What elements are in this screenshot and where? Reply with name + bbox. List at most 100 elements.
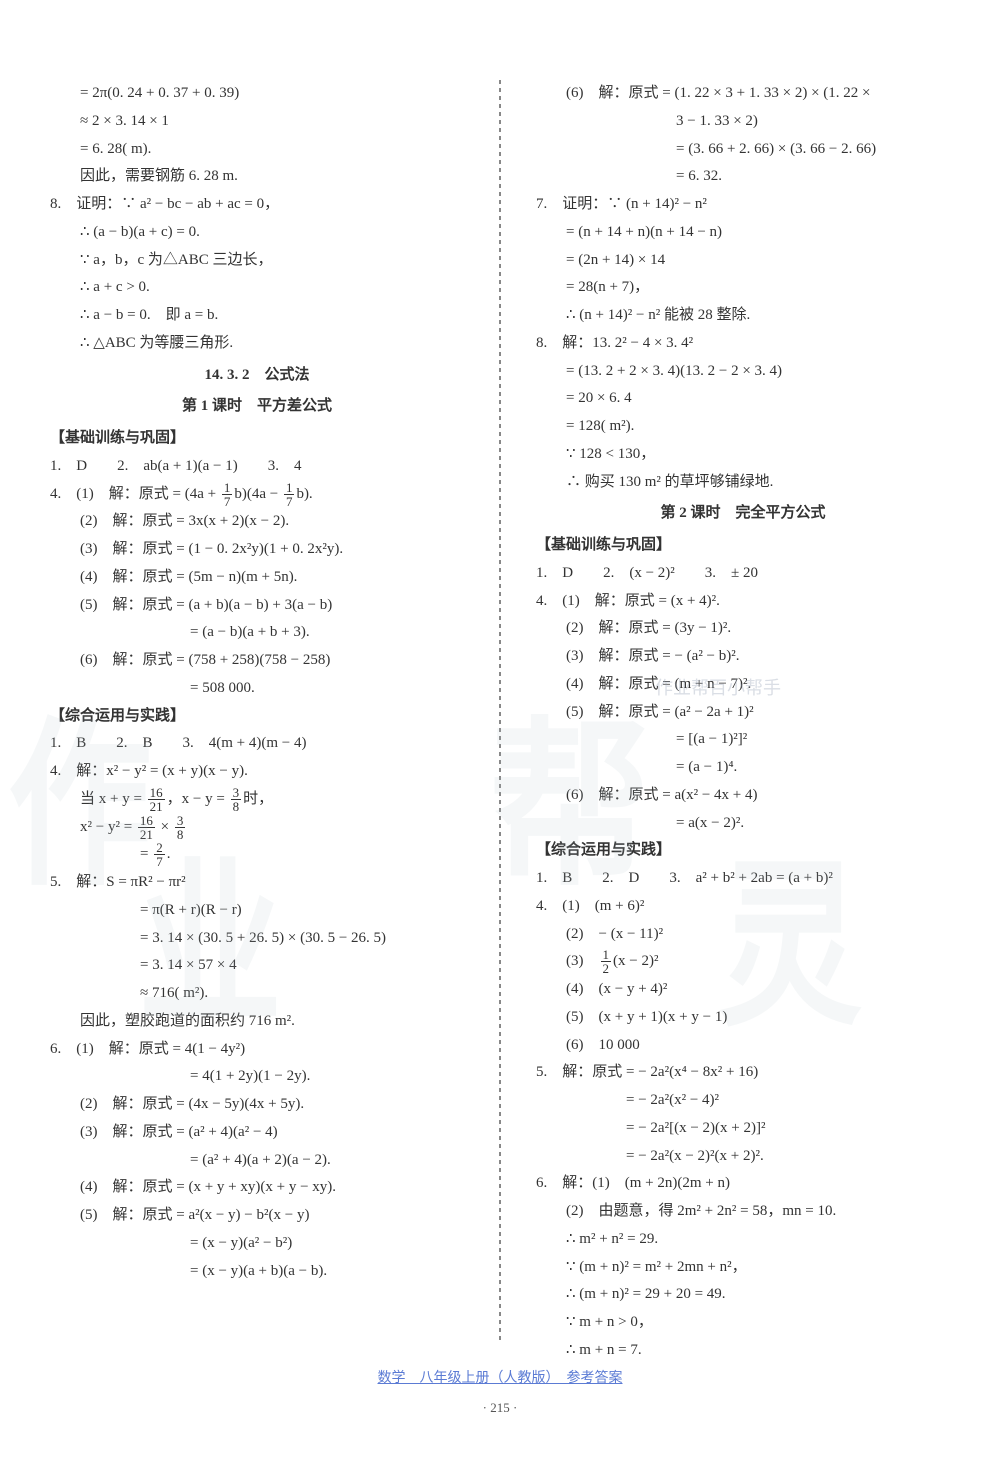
math-line: (6) 解：原式 = (758 + 258)(758 − 258) [50, 647, 464, 675]
text: . [167, 846, 171, 862]
text: b)(4a − [234, 486, 282, 502]
math-line: ∵ (m + n)² = m² + 2mn + n²， [536, 1254, 950, 1282]
math-line: (5) (x + y + 1)(x + y − 1) [536, 1004, 950, 1032]
math-line: = a(x − 2)². [536, 810, 950, 838]
fraction: 38 [231, 786, 242, 813]
math-line: = (x − y)(a² − b²) [50, 1230, 464, 1258]
math-line: (2) 解：原式 = 3x(x + 2)(x − 2). [50, 508, 464, 536]
answer-line: 1. D 2. (x − 2)² 3. ± 20 [536, 560, 950, 588]
subsection-title: 【综合运用与实践】 [536, 837, 950, 865]
math-line: 4. (1) 解：原式 = (x + 4)². [536, 588, 950, 616]
math-line: ∴ a − b = 0. 即 a = b. [50, 302, 464, 330]
math-line: (3) 12(x − 2)² [536, 948, 950, 976]
text-line: 因此，塑胶跑道的面积约 716 m². [50, 1008, 464, 1036]
fraction: 38 [175, 814, 186, 841]
fraction: 27 [154, 841, 165, 868]
math-line: = 28(n + 7)， [536, 274, 950, 302]
math-line: (5) 解：原式 = (a² − 2a + 1)² [536, 699, 950, 727]
math-line: 8. 证明：∵ a² − bc − ab + ac = 0， [50, 191, 464, 219]
math-line: ∴ (n + 14)² − n² 能被 28 整除. [536, 302, 950, 330]
text: × [157, 819, 173, 835]
math-line: = 3. 14 × 57 × 4 [50, 952, 464, 980]
math-line: (4) 解：原式 = (x + y + xy)(x + y − xy). [50, 1174, 464, 1202]
math-line: = [(a − 1)²]² [536, 726, 950, 754]
math-line: (4) 解：原式 = (m + n − 7)². [536, 671, 950, 699]
math-line: = (n + 14 + n)(n + 14 − n) [536, 219, 950, 247]
math-line: = (3. 66 + 2. 66) × (3. 66 − 2. 66) [536, 136, 950, 164]
math-line: (2) 解：原式 = (3y − 1)². [536, 615, 950, 643]
math-line: ∵ a，b，c 为△ABC 三边长， [50, 247, 464, 275]
math-line: ∴ m + n = 7. [536, 1337, 950, 1365]
fraction: 1621 [148, 786, 165, 813]
math-line: ∴ (m + n)² = 29 + 20 = 49. [536, 1281, 950, 1309]
math-line: = (a² + 4)(a + 2)(a − 2). [50, 1147, 464, 1175]
fraction: 1621 [138, 814, 155, 841]
math-line: (6) 解：原式 = a(x² − 4x + 4) [536, 782, 950, 810]
math-line: = 6. 28( m). [50, 136, 464, 164]
math-line: = (2n + 14) × 14 [536, 247, 950, 275]
math-line: ∵ 128 < 130， [536, 441, 950, 469]
math-line: 7. 证明：∵ (n + 14)² − n² [536, 191, 950, 219]
section-title: 14. 3. 2 公式法 [50, 362, 464, 390]
math-line: ≈ 716( m²). [50, 980, 464, 1008]
math-line: (3) 解：原式 = − (a² − b)². [536, 643, 950, 671]
math-line: = (a − b)(a + b + 3). [50, 619, 464, 647]
math-line: (5) 解：原式 = a²(x − y) − b²(x − y) [50, 1202, 464, 1230]
subsection-title: 【综合运用与实践】 [50, 703, 464, 731]
math-line: = − 2a²(x − 2)²(x + 2)². [536, 1143, 950, 1171]
text: (x − 2)² [613, 953, 658, 969]
math-line: ∴ 购买 130 m² 的草坪够铺绿地. [536, 469, 950, 497]
math-line: 8. 解：13. 2² − 4 × 3. 4² [536, 330, 950, 358]
subsection-title: 【基础训练与巩固】 [50, 425, 464, 453]
text: ，x − y = [167, 791, 229, 807]
math-line: (6) 解：原式 = (1. 22 × 3 + 1. 33 × 2) × (1.… [536, 80, 950, 108]
text: x² − y² = [80, 819, 136, 835]
column-divider [499, 80, 501, 1340]
math-line: (4) 解：原式 = (5m − n)(m + 5n). [50, 564, 464, 592]
math-line: = (13. 2 + 2 × 3. 4)(13. 2 − 2 × 3. 4) [536, 358, 950, 386]
math-line: 5. 解：S = πR² − πr² [50, 869, 464, 897]
math-line: (2) 解：原式 = (4x − 5y)(4x + 5y). [50, 1091, 464, 1119]
math-line: 4. (1) (m + 6)² [536, 893, 950, 921]
page-footer: 数学 八年级上册（人教版） 参考答案 · 215 · [0, 1366, 1000, 1420]
section-title: 第 1 课时 平方差公式 [50, 393, 464, 421]
page-columns: = 2π(0. 24 + 0. 37 + 0. 39) ≈ 2 × 3. 14 … [50, 80, 950, 1340]
math-line: = − 2a²[(x − 2)(x + 2)]² [536, 1115, 950, 1143]
math-line: = − 2a²(x² − 4)² [536, 1087, 950, 1115]
text: 时， [243, 791, 273, 807]
math-line: = 508 000. [50, 675, 464, 703]
math-line: 5. 解：原式 = − 2a²(x⁴ − 8x² + 16) [536, 1059, 950, 1087]
text-line: 因此，需要钢筋 6. 28 m. [50, 163, 464, 191]
text: b). [296, 486, 312, 502]
text: (3) [566, 953, 599, 969]
text: = [140, 846, 152, 862]
math-line: ∴ a + c > 0. [50, 274, 464, 302]
math-line: ≈ 2 × 3. 14 × 1 [50, 108, 464, 136]
math-line: (2) 由题意，得 2m² + 2n² = 58，mn = 10. [536, 1198, 950, 1226]
math-line: = 27. [50, 841, 464, 869]
math-line: ∵ m + n > 0， [536, 1309, 950, 1337]
math-line: 4. 解：x² − y² = (x + y)(x − y). [50, 758, 464, 786]
math-line: ∴ (a − b)(a + c) = 0. [50, 219, 464, 247]
math-line: ∴ m² + n² = 29. [536, 1226, 950, 1254]
math-line: = 4(1 + 2y)(1 − 2y). [50, 1063, 464, 1091]
text: 4. (1) 解：原式 = (4a + [50, 486, 220, 502]
math-line: = (a − 1)⁴. [536, 754, 950, 782]
math-line: 4. (1) 解：原式 = (4a + 17b)(4a − 17b). [50, 481, 464, 509]
math-line: 6. 解：(1) (m + 2n)(2m + n) [536, 1170, 950, 1198]
page-number: · 215 · [0, 1396, 1000, 1420]
math-line: = 128( m²). [536, 413, 950, 441]
math-line: x² − y² = 1621 × 38 [50, 814, 464, 842]
section-title: 第 2 课时 完全平方公式 [536, 500, 950, 528]
math-line: (5) 解：原式 = (a + b)(a − b) + 3(a − b) [50, 592, 464, 620]
math-line: = 2π(0. 24 + 0. 37 + 0. 39) [50, 80, 464, 108]
math-line: (6) 10 000 [536, 1032, 950, 1060]
math-line: ∴ △ABC 为等腰三角形. [50, 330, 464, 358]
fraction: 17 [222, 481, 233, 508]
math-line: = π(R + r)(R − r) [50, 897, 464, 925]
math-line: = 20 × 6. 4 [536, 385, 950, 413]
math-line: (2) − (x − 11)² [536, 921, 950, 949]
math-line: 6. (1) 解：原式 = 4(1 − 4y²) [50, 1036, 464, 1064]
subsection-title: 【基础训练与巩固】 [536, 532, 950, 560]
math-line: (3) 解：原式 = (a² + 4)(a² − 4) [50, 1119, 464, 1147]
